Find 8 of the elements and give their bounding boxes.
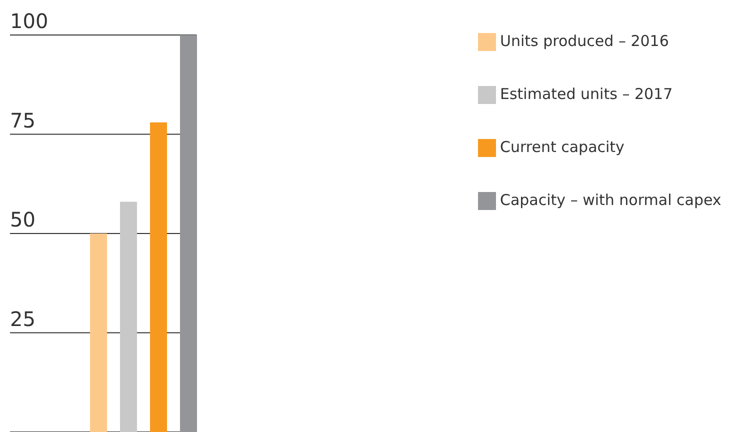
y-tick-label: 25: [10, 306, 36, 331]
y-tick-label: 75: [10, 108, 36, 132]
legend-label: Capacity – with normal capex: [500, 190, 722, 209]
legend-label: Estimated units – 2017: [500, 84, 673, 103]
y-tick-label: 50: [10, 208, 36, 232]
y-tick-label: 100: [10, 9, 48, 33]
legend-label: Current capacity: [500, 138, 624, 156]
legend-label: Units produced – 2016: [500, 32, 669, 50]
